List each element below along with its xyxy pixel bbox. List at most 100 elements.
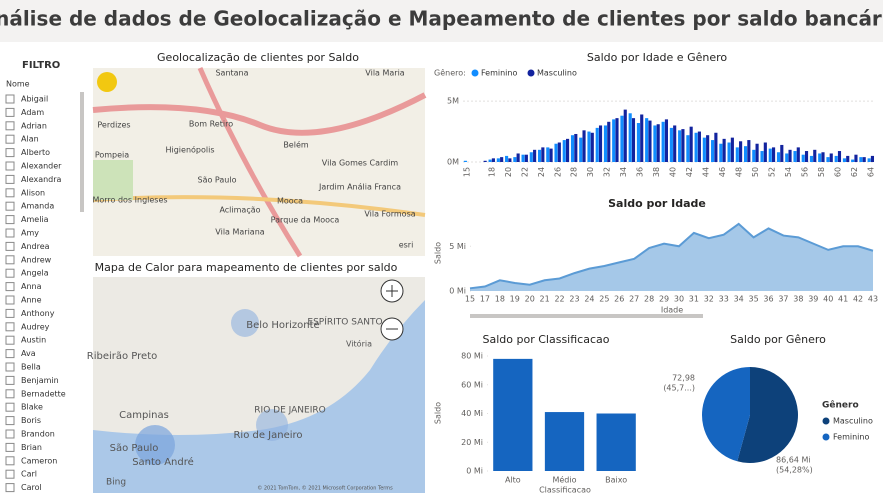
bar[interactable] [842, 158, 846, 162]
bar[interactable] [793, 151, 797, 162]
checkbox[interactable] [5, 215, 15, 225]
legend-label[interactable]: Feminino [481, 69, 517, 78]
bar[interactable] [859, 157, 863, 162]
checkbox[interactable] [5, 174, 15, 184]
bar[interactable] [656, 124, 660, 162]
bar[interactable] [854, 154, 858, 162]
bar[interactable] [813, 149, 817, 162]
bar[interactable] [706, 135, 710, 162]
bar[interactable] [628, 113, 632, 162]
bar[interactable] [760, 151, 764, 162]
filter-item[interactable]: Anna [21, 282, 42, 291]
bar[interactable] [834, 155, 838, 162]
heat-map[interactable] [93, 277, 425, 493]
bar[interactable] [780, 144, 784, 162]
checkbox[interactable] [5, 389, 15, 399]
bar[interactable] [607, 121, 611, 162]
bar[interactable] [664, 119, 669, 162]
bar[interactable] [752, 149, 756, 162]
filter-item[interactable]: Alexander [21, 162, 62, 171]
bar[interactable] [735, 147, 739, 162]
filter-item[interactable]: Alberto [21, 148, 50, 157]
bar[interactable] [590, 132, 594, 162]
legend-label[interactable]: Feminino [833, 433, 869, 442]
bar[interactable] [727, 142, 731, 162]
bar[interactable] [544, 412, 585, 471]
bar[interactable] [570, 135, 575, 162]
checkbox[interactable] [5, 335, 15, 345]
bar[interactable] [640, 114, 644, 162]
bar[interactable] [818, 153, 822, 162]
checkbox[interactable] [5, 442, 15, 452]
bar[interactable] [636, 123, 640, 162]
checkbox[interactable] [5, 483, 15, 493]
bar[interactable] [500, 157, 504, 162]
bar[interactable] [620, 115, 624, 162]
filter-item[interactable]: Andrew [21, 255, 52, 264]
bar[interactable] [505, 155, 509, 162]
bar[interactable] [562, 140, 566, 162]
bar[interactable] [714, 132, 718, 162]
bar[interactable] [546, 147, 550, 162]
bar[interactable] [719, 143, 723, 162]
legend-label[interactable]: Masculino [833, 417, 873, 426]
bar[interactable] [785, 153, 789, 162]
checkbox[interactable] [5, 241, 15, 251]
filter-item[interactable]: Andrea [21, 242, 50, 251]
bar[interactable] [496, 158, 500, 162]
checkbox[interactable] [5, 349, 15, 359]
bar[interactable] [755, 143, 759, 162]
filter-item[interactable]: Abigail [21, 95, 48, 104]
scrollbar[interactable] [80, 92, 84, 212]
checkbox[interactable] [5, 255, 15, 265]
filter-item[interactable]: Carl [21, 470, 37, 479]
bar[interactable] [694, 132, 698, 162]
filter-item[interactable]: Bernadette [21, 389, 66, 398]
filter-item[interactable]: Angela [21, 269, 49, 278]
bar[interactable] [697, 131, 701, 162]
checkbox[interactable] [5, 282, 15, 292]
checkbox[interactable] [5, 188, 15, 198]
bar[interactable] [631, 118, 636, 162]
bar[interactable] [867, 158, 871, 162]
filter-item[interactable]: Alan [21, 135, 39, 144]
bar[interactable] [702, 137, 706, 162]
bar[interactable] [574, 133, 578, 162]
bar[interactable] [673, 125, 677, 162]
bar[interactable] [508, 158, 512, 162]
bar[interactable] [809, 155, 814, 162]
checkbox[interactable] [5, 469, 15, 479]
checkbox[interactable] [5, 322, 15, 332]
filter-item[interactable]: Bella [21, 363, 41, 372]
legend-marker[interactable] [822, 417, 830, 425]
legend-marker[interactable] [527, 69, 535, 77]
bar[interactable] [549, 148, 553, 162]
legend-marker[interactable] [471, 69, 479, 77]
bar[interactable] [722, 138, 726, 162]
bar[interactable] [678, 130, 682, 162]
bar[interactable] [801, 154, 805, 162]
bar[interactable] [763, 142, 767, 162]
checkbox[interactable] [5, 268, 15, 278]
bar[interactable] [730, 137, 734, 162]
filter-item[interactable]: Alexandra [21, 175, 62, 184]
filter-item[interactable]: Amelia [21, 215, 49, 224]
bar[interactable] [796, 147, 800, 162]
bar[interactable] [661, 121, 665, 162]
bar[interactable] [488, 159, 492, 162]
bar[interactable] [851, 159, 855, 162]
filter-item[interactable]: Anthony [21, 309, 55, 318]
bar[interactable] [743, 146, 748, 162]
filter-item[interactable]: Benjamin [21, 376, 59, 385]
bar[interactable] [870, 155, 875, 162]
checkbox[interactable] [5, 201, 15, 211]
bar[interactable] [681, 129, 685, 162]
filter-item[interactable]: Austin [21, 336, 46, 345]
bar[interactable] [596, 413, 636, 472]
checkbox[interactable] [5, 416, 15, 426]
bar[interactable] [653, 125, 657, 162]
bar[interactable] [645, 118, 649, 162]
bar[interactable] [493, 358, 533, 471]
filter-item[interactable]: Cameron [21, 456, 57, 465]
bar[interactable] [463, 160, 467, 162]
